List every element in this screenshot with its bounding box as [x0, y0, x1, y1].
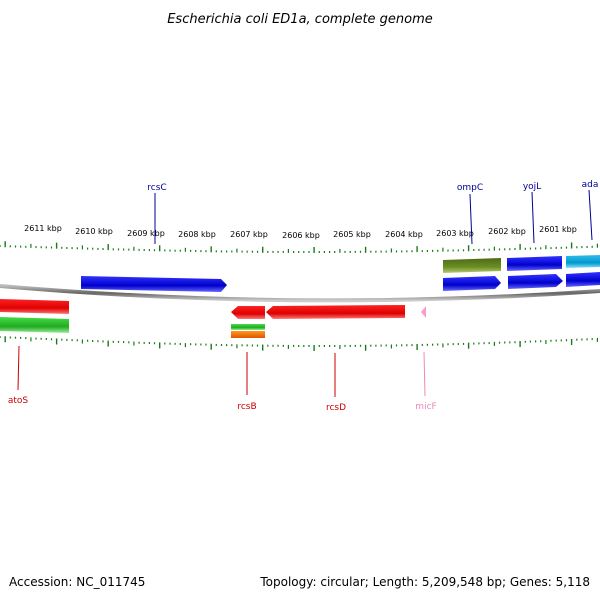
scale-label-2604: 2604 kbp [385, 230, 423, 239]
gene-rcsB-orange[interactable] [231, 331, 265, 338]
gene-rcsD-arrow[interactable] [266, 305, 405, 319]
gene-atoS-inner[interactable] [0, 317, 69, 333]
gene-label-yojL: yojL [523, 182, 541, 192]
upper-scale-ruler [0, 241, 599, 253]
genome-backbone [0, 284, 600, 303]
scale-label-2610: 2610 kbp [75, 227, 113, 236]
gene-yojL-outer[interactable] [507, 256, 562, 271]
gene-label-micF: micF [415, 402, 436, 412]
ompC-leader [469, 193, 473, 245]
yojL-leader [531, 191, 535, 244]
scale-labels: 2611 kbp 2610 kbp 2609 kbp 2608 kbp 2607… [24, 224, 577, 240]
scale-label-2605: 2605 kbp [333, 230, 371, 239]
accession-label: Accession: NC_011745 [9, 575, 145, 589]
micF-leader [423, 351, 426, 397]
ada-leader [588, 189, 593, 241]
gene-rcsC-arrow[interactable] [81, 276, 227, 292]
gene-micF-marker[interactable] [421, 306, 426, 318]
gene-ada-outer[interactable] [566, 255, 600, 268]
genome-summary: Topology: circular; Length: 5,209,548 bp… [259, 575, 590, 589]
gene-label-ompC: ompC [457, 183, 483, 193]
scale-label-2601: 2601 kbp [539, 225, 577, 234]
gene-rcsB-green[interactable] [231, 324, 265, 330]
gene-label-rcsB: rcsB [237, 402, 256, 412]
gene-rcsB-arrow[interactable] [231, 306, 265, 319]
gene-label-rcsC: rcsC [147, 183, 166, 193]
scale-label-2602: 2602 kbp [488, 227, 526, 236]
gene-label-rcsD: rcsD [326, 403, 346, 413]
gene-atoS-outer[interactable] [0, 299, 69, 314]
gene-ada-arrow[interactable] [566, 272, 600, 287]
scale-label-2606: 2606 kbp [282, 231, 320, 240]
scale-label-2611: 2611 kbp [24, 224, 62, 233]
scale-label-2608: 2608 kbp [178, 230, 216, 239]
atoS-leader [17, 345, 20, 391]
gene-ompC-outer[interactable] [443, 258, 501, 273]
scale-label-2603: 2603 kbp [436, 229, 474, 238]
lower-scale-ruler [0, 336, 599, 351]
gene-ompC-arrow[interactable] [443, 276, 501, 291]
gene-label-atoS: atoS [8, 396, 29, 406]
gene-yojL-arrow[interactable] [508, 274, 563, 289]
scale-label-2609: 2609 kbp [127, 229, 165, 238]
gene-label-ada: ada [582, 180, 599, 190]
scale-label-2607: 2607 kbp [230, 230, 268, 239]
map-title: Escherichia coli ED1a, complete genome [167, 12, 433, 27]
